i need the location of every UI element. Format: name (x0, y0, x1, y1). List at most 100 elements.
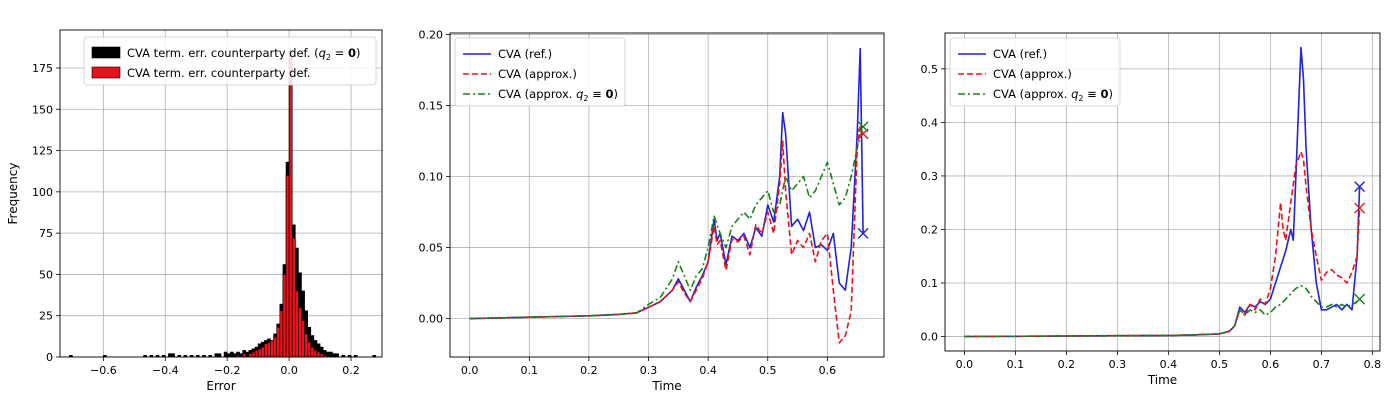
x-axis-label: Time (1147, 373, 1177, 387)
series-line-approx (964, 151, 1361, 338)
axes-frame (449, 32, 885, 358)
x-tick-label: 0.3 (640, 364, 658, 377)
x-tick-label: 0.3 (1109, 358, 1127, 371)
x-axis-label: Time (651, 379, 681, 393)
hist-bar-red (254, 350, 259, 357)
legend-swatch (91, 46, 121, 59)
legend-label: CVA (approx.) (993, 67, 1072, 81)
legend-box (454, 37, 626, 107)
hist-bar-red (316, 351, 321, 357)
y-tick-label: 0.20 (419, 28, 444, 41)
y-tick-label: 25 (39, 310, 53, 323)
hist-bar-red (313, 350, 318, 357)
hist-bar-black (168, 353, 172, 357)
hist-bar-red (273, 336, 278, 357)
legend-math-zero: 0 (605, 87, 613, 101)
legend-math-relation: ≡ (1084, 87, 1101, 101)
axes-frame (944, 32, 1381, 352)
hist-bar-red (304, 333, 308, 357)
x-tick-label: 0.6 (819, 364, 837, 377)
legend: CVA term. err. counterparty def. (q2 = 0… (83, 36, 377, 86)
y-tick-label: 50 (39, 268, 53, 281)
hist-bar-red (257, 348, 262, 357)
hist-bar-red (270, 340, 274, 357)
x-tick-label: −0.4 (152, 364, 179, 377)
axes-frame (59, 29, 383, 358)
y-tick-label: 0 (46, 351, 53, 364)
end-marker-ref (1354, 181, 1366, 193)
y-tick-label: 0.15 (419, 99, 444, 112)
hist-bar-red (295, 290, 299, 357)
hist-bar-red (291, 237, 296, 357)
line-chart-left: 0.0 0.1 0.2 0.3 0.4 0.5 0.6 0.00 0.05 0.10 0.15 0.2… (419, 28, 885, 393)
y-tick-label: 0.1 (921, 277, 939, 290)
series-line-approx-q2 (964, 284, 1361, 338)
legend-math-relation: ≡ (589, 87, 606, 101)
x-tick-label: 0.0 (280, 364, 298, 377)
plot-area (964, 46, 1361, 338)
legend-math-zero: 0 (348, 46, 356, 60)
hist-bar-red (251, 351, 256, 357)
x-tick-label: 0.1 (1007, 358, 1025, 371)
hist-bar-red (260, 346, 265, 357)
legend: CVA (ref.) CVA (approx.) CVA (approx. q2 ≡… (454, 37, 626, 107)
end-marker-ref (857, 227, 869, 239)
legend-label: CVA term. err. counterparty def. (127, 66, 310, 80)
y-tick-label: 0.4 (921, 116, 939, 129)
series-line-approx-q2 (469, 126, 864, 320)
legend-label: CVA (approx. q2 ≡ 0) (993, 87, 1113, 103)
legend-text-main: CVA (approx.) (498, 67, 577, 81)
y-tick-label: 125 (32, 145, 53, 158)
legend-text-main: CVA term. err. counterparty def. (127, 66, 310, 80)
x-tick-label: −0.6 (90, 364, 117, 377)
hist-bar-black (239, 353, 243, 357)
hist-bar-black (217, 353, 222, 357)
legend-text-main: CVA (ref.) (993, 47, 1047, 61)
y-tick-label: 0.5 (921, 63, 939, 76)
legend-label: CVA (approx. q2 ≡ 0) (498, 87, 618, 103)
legend-math-q: q (576, 87, 583, 101)
hist-bar-black (233, 353, 237, 357)
plot-area (469, 47, 864, 344)
hist-bar-red (242, 353, 247, 357)
histogram-chart: −0.6 −0.4 −0.2 0.0 0.2 0 25 50 75 100 125 150 175 Err… (6, 29, 383, 393)
hist-bar-red (276, 326, 281, 357)
legend-label: CVA (approx.) (498, 67, 577, 81)
hist-bar-black (171, 353, 175, 357)
line-chart-right: 0.0 0.1 0.2 0.3 0.4 0.5 0.6 0.7 0.8 0.0 0.1 0.2 0.3 0… (921, 32, 1381, 387)
x-tick-label: 0.5 (759, 364, 777, 377)
legend-text-main: CVA (approx. (993, 87, 1071, 101)
marker-stroke (1354, 202, 1366, 214)
hist-bar-black (329, 351, 333, 357)
legend-box (949, 37, 1121, 107)
marker-stroke (1354, 181, 1366, 193)
hist-bar-black (335, 353, 339, 357)
x-tick-label: 0.2 (1058, 358, 1076, 371)
hist-bar-black (229, 351, 234, 357)
x-tick-label: 0.2 (580, 364, 598, 377)
hist-bar-red (319, 353, 324, 357)
legend: CVA (ref.)CVA (approx.)CVA (approx. q2 ≡… (949, 37, 1121, 107)
legend-text-close: ) (1108, 87, 1113, 101)
hist-bar-black (226, 353, 231, 357)
y-tick-label: 100 (32, 186, 53, 199)
hist-bar-red (310, 346, 315, 357)
x-tick-label: 0.0 (956, 358, 974, 371)
hist-bar-red (279, 310, 284, 357)
x-axis-label: Error (206, 379, 235, 393)
plot-area (68, 49, 377, 357)
y-tick-label: 0.00 (419, 313, 444, 326)
hist-bar-red (288, 49, 293, 357)
hist-bar-red (248, 353, 253, 357)
legend-label: CVA (ref.) (993, 47, 1047, 61)
legend-text-main: CVA (approx.) (993, 67, 1072, 81)
legend-math-q: q (1071, 87, 1078, 101)
x-tick-label: 0.4 (1160, 358, 1178, 371)
legend-label: CVA term. err. counterparty def. (q2 = 0… (127, 46, 360, 62)
hist-bar-black (223, 351, 228, 357)
legend-math-subscript: 2 (1078, 94, 1083, 103)
legend-math-relation: = (331, 46, 348, 60)
legend-text-main: CVA (ref.) (498, 47, 552, 61)
end-marker-approx-q2 (1354, 293, 1366, 305)
legend-swatch (91, 66, 121, 79)
